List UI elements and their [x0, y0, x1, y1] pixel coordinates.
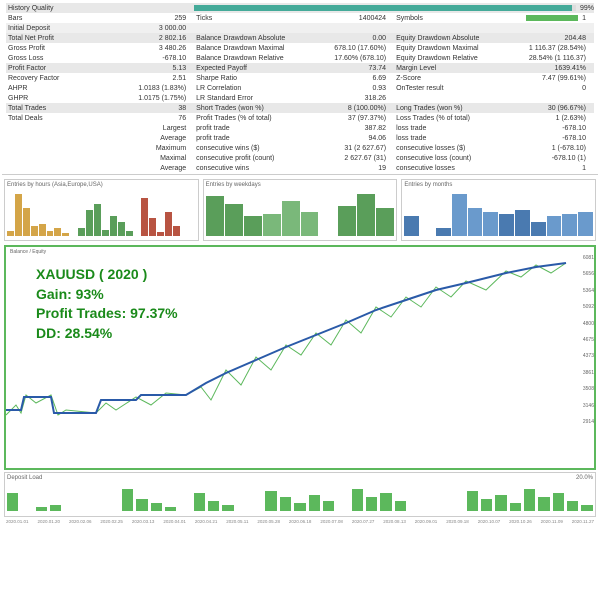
chart-weekdays: Entries by weekdays: [203, 179, 398, 241]
chart-overlay: XAUUSD ( 2020 ) Gain: 93% Profit Trades:…: [36, 265, 178, 343]
label: History Quality: [8, 5, 54, 12]
value: 99%: [580, 5, 594, 12]
chart-months: Entries by months: [401, 179, 596, 241]
chart-hours: Entries by hours (Asia,Europe,USA): [4, 179, 199, 241]
stats-table: History Quality99% Bars259Ticks1400424Sy…: [2, 2, 598, 175]
report-container: History Quality99% Bars259Ticks1400424Sy…: [0, 0, 600, 527]
x-axis-dates: 2020.01.012020.01.202020.02.062020.02.25…: [6, 519, 594, 524]
small-charts-row: Entries by hours (Asia,Europe,USA) Entri…: [4, 179, 596, 241]
balance-equity-chart: Balance / Equity 60815656536450924800467…: [4, 245, 596, 470]
deposit-load-chart: Deposit Load 20.0%: [4, 472, 596, 517]
y-axis-labels: 6081565653645092480046754373386135083146…: [572, 255, 594, 425]
